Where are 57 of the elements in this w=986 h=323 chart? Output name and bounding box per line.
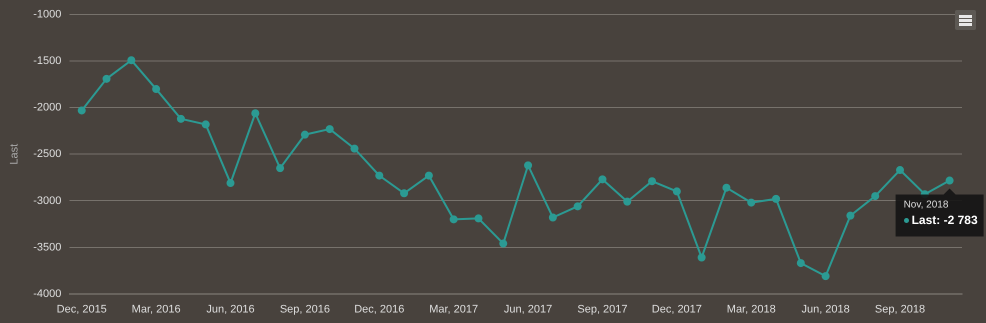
point [871, 192, 880, 200]
point [672, 187, 681, 196]
x-tick-label: Sep, 2016 [280, 303, 330, 316]
point [300, 130, 309, 139]
point [598, 175, 606, 184]
point [202, 120, 210, 128]
point [450, 215, 458, 224]
y-tick-label: -4000 [33, 288, 62, 300]
point [424, 172, 433, 180]
point [78, 106, 86, 114]
point [698, 254, 706, 262]
annotation: Last: -2 783 [912, 212, 978, 227]
point [747, 198, 756, 207]
point [623, 198, 632, 206]
x-tick-label: Dec, 2016 [354, 303, 404, 316]
y-tick-label: -1000 [33, 8, 62, 21]
point [524, 161, 532, 170]
y-axis-title: Last [8, 144, 21, 165]
point [375, 172, 384, 180]
point [796, 259, 805, 268]
y-tick-label: -3500 [33, 241, 62, 254]
point [276, 164, 284, 172]
annotation: Nov, 2018 [904, 199, 949, 210]
point [946, 176, 954, 185]
x-tick-label: Jun, 2016 [206, 303, 255, 316]
point [251, 109, 260, 118]
x-tick-label: Mar, 2016 [132, 303, 181, 316]
point [722, 184, 730, 192]
point [574, 202, 582, 210]
point [896, 166, 904, 174]
point [152, 85, 160, 94]
point [499, 240, 508, 248]
point [548, 213, 557, 222]
point [822, 272, 830, 280]
point [127, 56, 136, 64]
point [176, 114, 185, 123]
y-tick-label: -2500 [33, 148, 62, 160]
point [400, 189, 408, 198]
x-tick-label: Jun, 2018 [801, 303, 850, 316]
x-tick-label: Jun, 2017 [504, 303, 552, 316]
x-tick-label: Dec, 2015 [56, 303, 107, 316]
y-tick-label: -2000 [33, 102, 62, 114]
point [350, 144, 358, 153]
x-tick-label: Sep, 2017 [577, 303, 628, 316]
point [474, 214, 482, 222]
y-tick-label: -3000 [33, 194, 62, 207]
point [326, 125, 334, 134]
point [648, 177, 656, 186]
point [846, 212, 854, 220]
x-tick-label: Mar, 2017 [429, 303, 478, 316]
y-tick-label: -1500 [33, 55, 62, 68]
point [772, 194, 780, 203]
x-tick-label: Mar, 2018 [726, 303, 776, 316]
point [102, 74, 111, 83]
x-tick-label: Sep, 2018 [874, 303, 926, 316]
x-tick-label: Dec, 2017 [652, 303, 702, 316]
point [226, 179, 235, 188]
